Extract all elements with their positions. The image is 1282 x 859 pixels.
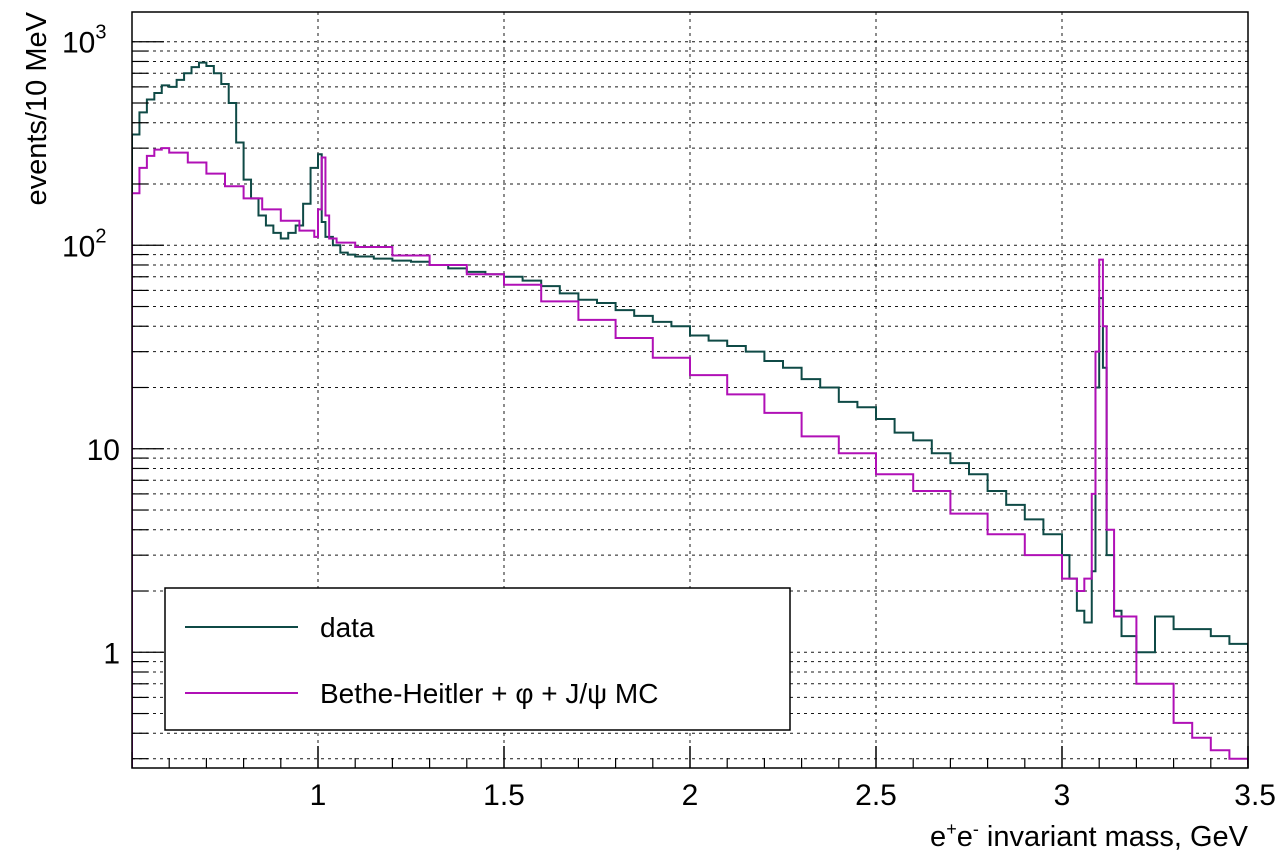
y-tick-label: 103 [62,22,107,60]
series-data-line [132,61,1248,768]
x-tick-label: 2.5 [855,779,897,812]
y-tick-label: 10 [87,434,120,467]
x-tick-label: 3 [1054,779,1071,812]
legend: data Bethe-Heitler + φ + J/ψ MC [164,587,791,731]
x-axis-label-charge-2: - [973,819,979,839]
series-mc-line [132,147,1248,768]
legend-label-mc: Bethe-Heitler + φ + J/ψ MC [320,678,658,709]
y-axis-label: events/10 MeV [21,11,53,205]
x-tick-label: 3.5 [1234,779,1276,812]
series-layer [132,61,1248,768]
x-axis-label-particle-1: e [930,821,946,853]
x-tick-label: 2 [682,779,699,812]
x-tick-label: 1.5 [483,779,525,812]
x-tick-label: 1 [310,779,327,812]
x-axis-label-text: invariant mass, GeV [979,821,1249,853]
y-tick-label: 102 [62,225,107,263]
tick-layer: 1 1.5 2 2.5 3 3.5 1 10 102 103 [62,22,1276,812]
legend-label-data: data [320,612,375,643]
y-tick-label: 1 [103,637,120,670]
legend-box [164,587,791,731]
x-axis-label-particle-2: e [957,821,973,853]
x-axis-label: e+e- invariant mass, GeV [930,819,1249,853]
x-axis-label-charge-1: + [946,819,957,839]
